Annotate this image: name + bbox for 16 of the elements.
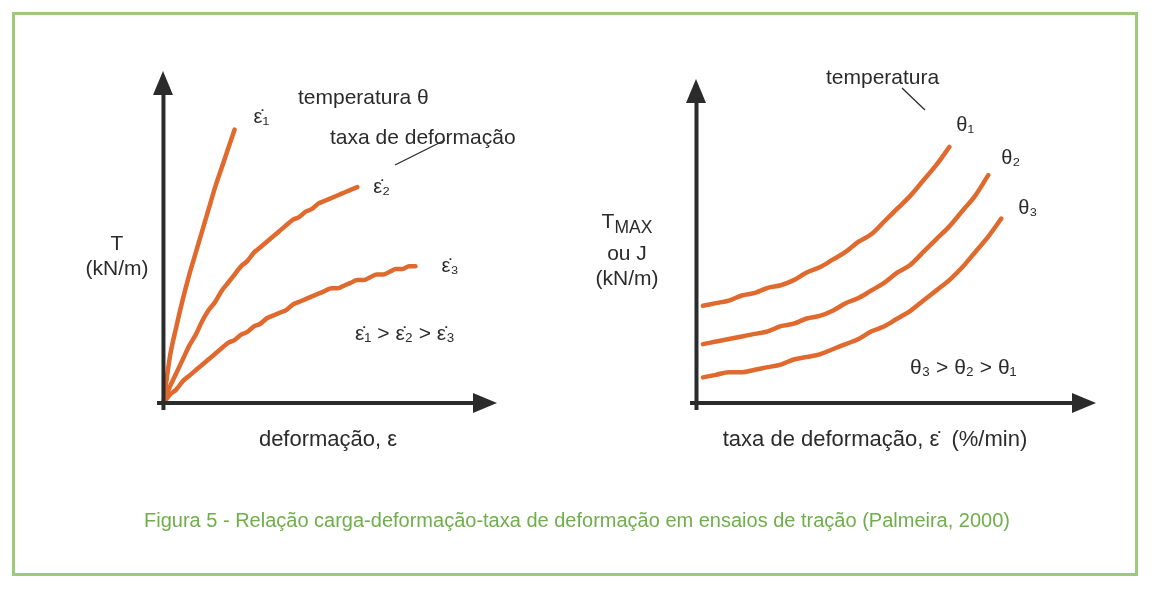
series-label: ε̇₁: [253, 105, 270, 128]
annotation: θ₃ > θ₂ > θ₁: [910, 354, 1017, 379]
series-label: ε̇₃: [441, 253, 459, 276]
x-axis-title: taxa de deformação, ε̇ (%/min): [721, 426, 1029, 451]
series-label: θ₁: [956, 112, 975, 135]
x-axis-title: deformação, ε: [257, 426, 399, 451]
series-label: ε̇₂: [373, 174, 390, 197]
y-axis-title: T (kN/m): [84, 230, 150, 280]
y-axis-title: T$_{MAX}$ ou J (kN/m): [594, 208, 660, 291]
annotation: ε̇₁ > ε̇₂ > ε̇₃: [355, 320, 455, 345]
series-label: θ₃: [1018, 196, 1038, 219]
text: temperatura θ: [298, 84, 429, 109]
text: Figura 5 - Relação carga-deformação-taxa de deformação em ensaios de tração (Palmeira, 2000): [143, 508, 1011, 532]
annotation: taxa de deformação: [330, 124, 516, 149]
series-label: θ₂: [1001, 145, 1021, 168]
text: temperatura: [826, 64, 940, 89]
